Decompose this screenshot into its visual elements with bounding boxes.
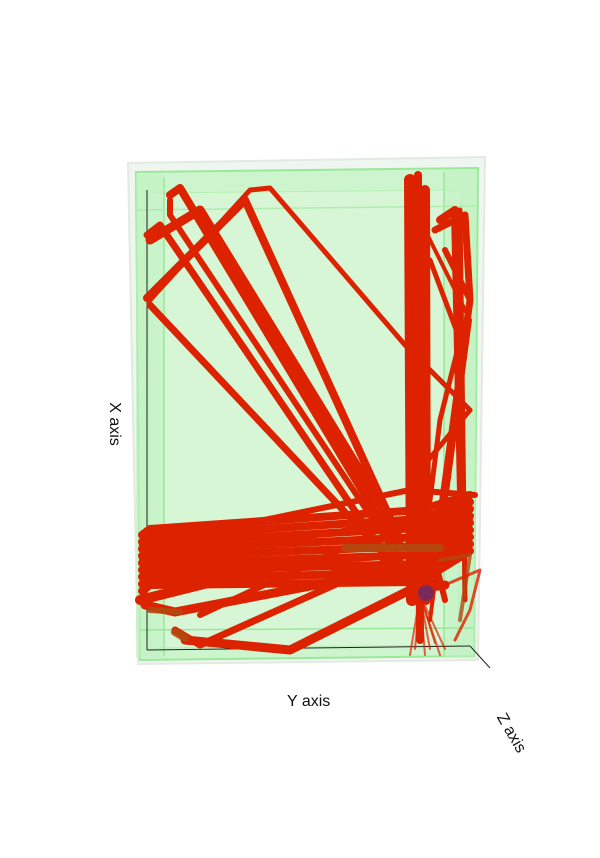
trajectory-segment xyxy=(139,487,478,548)
y-axis-label: Y axis xyxy=(287,693,331,710)
trajectory-segment xyxy=(419,594,426,656)
trajectory-segment xyxy=(143,221,389,559)
trajectory-segment xyxy=(419,594,431,650)
trajectory-segment xyxy=(424,568,482,642)
trajectory-segment xyxy=(138,491,474,539)
trajectory-segment xyxy=(419,594,441,656)
trajectory-paths xyxy=(135,171,482,656)
trajectory-segment xyxy=(167,197,403,563)
current-position-marker[interactable] xyxy=(418,585,434,601)
trajectory-segment xyxy=(138,512,474,560)
trajectory-segment xyxy=(438,553,472,622)
trajectory-segment xyxy=(166,184,399,549)
trajectory-segment xyxy=(143,196,404,544)
trajectory-segment xyxy=(139,517,473,563)
x-axis-label: X axis xyxy=(105,402,123,446)
trajectory-segment xyxy=(436,206,466,544)
trajectory-segment xyxy=(141,551,414,594)
trajectory-segment xyxy=(138,498,474,546)
trajectory-segment xyxy=(419,594,446,650)
trajectory-segment xyxy=(422,257,463,543)
trajectory-segment xyxy=(147,607,183,615)
trajectory-segment xyxy=(171,628,189,642)
